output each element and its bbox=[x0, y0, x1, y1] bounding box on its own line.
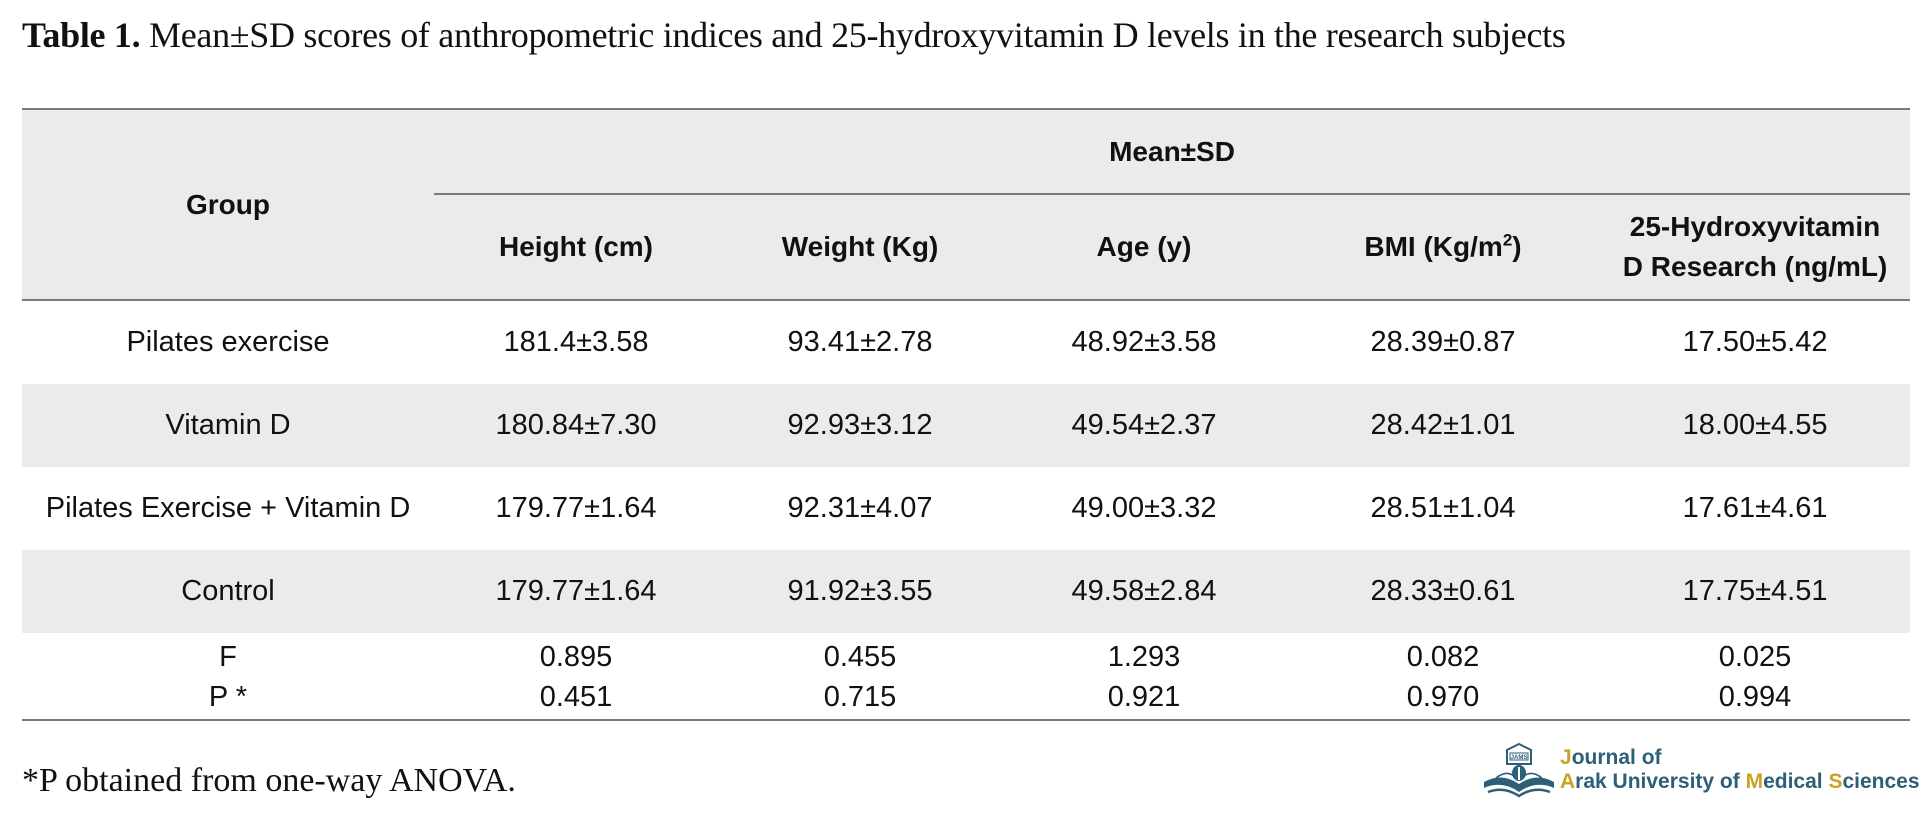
height-column-header: Height (cm) bbox=[434, 194, 718, 301]
value-cell: 179.77±1.64 bbox=[495, 492, 657, 524]
p-value-row: P * 0.451 0.715 0.921 0.970 0.994 bbox=[22, 677, 1911, 721]
journal-emblem-icon: JAMS bbox=[1484, 742, 1554, 798]
stat-value: 0.451 bbox=[434, 677, 718, 721]
value-cell: 92.31±4.07 bbox=[787, 492, 933, 524]
journal-name-line1-rest: ournal of bbox=[1571, 746, 1662, 769]
value-cell: 179.77±1.64 bbox=[434, 550, 718, 633]
table-row: Pilates exercise 181.4±3.58 93.41±2.78 4… bbox=[22, 300, 1910, 384]
value-cell: 180.84±7.30 bbox=[434, 384, 718, 467]
bmi-header-superscript: 2 bbox=[1502, 230, 1513, 250]
journal-name-part: A bbox=[1560, 770, 1576, 793]
group-cell: Control bbox=[22, 550, 434, 633]
value-cell: 28.51±1.04 bbox=[1370, 492, 1516, 524]
emblem-text: JAMS bbox=[1511, 755, 1528, 761]
table-footnote: *P obtained from one-way ANOVA. bbox=[22, 762, 516, 799]
table-title: Mean±SD scores of anthropometric indices… bbox=[140, 15, 1566, 55]
group-column-header: Group bbox=[22, 109, 434, 301]
bmi-header-end: ) bbox=[1512, 231, 1522, 262]
value-cell: 28.42±1.01 bbox=[1286, 384, 1600, 467]
group-cell: Pilates exercise bbox=[126, 326, 330, 358]
age-column-header: Age (y) bbox=[1002, 194, 1286, 301]
value-cell: 91.92±3.55 bbox=[718, 550, 1002, 633]
value-cell: 93.41±2.78 bbox=[787, 326, 933, 358]
value-cell: 28.39±0.87 bbox=[1370, 326, 1516, 358]
vitamin-d-header-line1: 25-Hydroxyvitamin bbox=[1629, 211, 1881, 242]
stat-value: 0.455 bbox=[718, 633, 1002, 677]
value-cell: 181.4±3.58 bbox=[503, 326, 649, 358]
table-row: Vitamin D 180.84±7.30 92.93±3.12 49.54±2… bbox=[22, 384, 1911, 467]
table-caption: Table 1. Mean±SD scores of anthropometri… bbox=[22, 14, 1566, 56]
stat-label: P * bbox=[22, 677, 434, 721]
journal-initial: J bbox=[1560, 746, 1572, 769]
journal-name-part: edical bbox=[1763, 770, 1829, 793]
group-cell: Vitamin D bbox=[22, 384, 434, 467]
results-table: Group Mean±SD Height (cm) Weight (Kg) Ag… bbox=[22, 108, 1911, 721]
stat-value: 0.025 bbox=[1600, 633, 1911, 677]
stat-value: 0.715 bbox=[718, 677, 1002, 721]
value-cell: 49.00±3.32 bbox=[1071, 492, 1217, 524]
journal-name-line1: Journal of bbox=[1560, 746, 1920, 770]
table-label: Table 1. bbox=[22, 15, 141, 55]
table-row: Control 179.77±1.64 91.92±3.55 49.58±2.8… bbox=[22, 550, 1911, 633]
value-cell: 17.50±5.42 bbox=[1682, 326, 1828, 358]
stat-value: 0.082 bbox=[1286, 633, 1600, 677]
vitamin-d-header-line2: D Research (ng/mL) bbox=[1622, 251, 1888, 282]
value-cell: 48.92±3.58 bbox=[1071, 326, 1217, 358]
value-cell: 28.33±0.61 bbox=[1286, 550, 1600, 633]
stat-label: F bbox=[22, 633, 434, 677]
value-cell: 49.58±2.84 bbox=[1002, 550, 1286, 633]
journal-name: Journal of Arak University of Medical Sc… bbox=[1560, 746, 1920, 794]
value-cell: 17.61±4.61 bbox=[1682, 492, 1828, 524]
stat-value: 0.895 bbox=[434, 633, 718, 677]
stat-value: 1.293 bbox=[1002, 633, 1286, 677]
journal-name-part: M bbox=[1745, 770, 1764, 793]
value-cell: 49.54±2.37 bbox=[1002, 384, 1286, 467]
value-cell: 92.93±3.12 bbox=[718, 384, 1002, 467]
vitamin-d-column-header: 25-Hydroxyvitamin D Research (ng/mL) bbox=[1600, 194, 1911, 301]
journal-name-part: ciences bbox=[1842, 770, 1920, 793]
bmi-column-header: BMI (Kg/m2) bbox=[1286, 194, 1600, 301]
stat-value: 0.970 bbox=[1286, 677, 1600, 721]
value-cell: 18.00±4.55 bbox=[1600, 384, 1911, 467]
stat-value: 0.994 bbox=[1600, 677, 1911, 721]
group-cell: Pilates Exercise + Vitamin D bbox=[45, 492, 411, 524]
journal-name-part: rak University of bbox=[1575, 770, 1746, 793]
journal-name-part: S bbox=[1828, 770, 1843, 793]
value-cell: 17.75±4.51 bbox=[1600, 550, 1911, 633]
journal-name-line2: Arak University of Medical Sciences bbox=[1560, 770, 1920, 794]
stat-value: 0.921 bbox=[1002, 677, 1286, 721]
weight-column-header: Weight (Kg) bbox=[718, 194, 1002, 301]
bmi-header-base: BMI (Kg/m bbox=[1364, 231, 1503, 262]
f-statistic-row: F 0.895 0.455 1.293 0.082 0.025 bbox=[22, 633, 1911, 677]
table-row: Pilates Exercise + Vitamin D 179.77±1.64… bbox=[22, 467, 1910, 550]
journal-logo: JAMS Journal of Arak University of Medic… bbox=[1480, 740, 1920, 804]
mean-sd-header: Mean±SD bbox=[434, 109, 1911, 195]
